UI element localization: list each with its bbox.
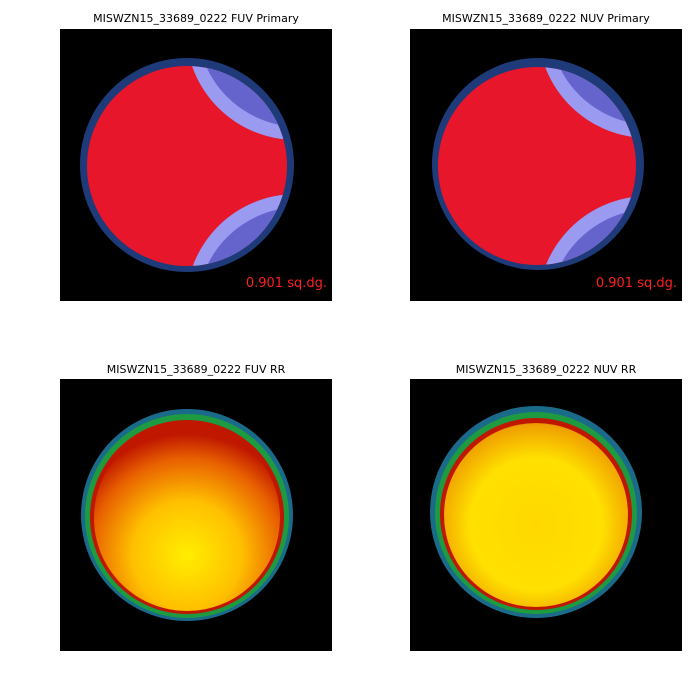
- detector-response: [444, 423, 628, 607]
- panel-title: MISWZN15_33689_0222 FUV RR: [107, 363, 286, 376]
- panel-title: MISWZN15_33689_0222 FUV Primary: [93, 12, 299, 25]
- panel-title: MISWZN15_33689_0222 NUV Primary: [442, 12, 650, 25]
- area-label: 0.901 sq.dg.: [246, 276, 327, 291]
- area-label: 0.901 sq.dg.: [596, 276, 677, 291]
- panel-title: MISWZN15_33689_0222 NUV RR: [456, 363, 637, 376]
- detector-response: [94, 425, 280, 611]
